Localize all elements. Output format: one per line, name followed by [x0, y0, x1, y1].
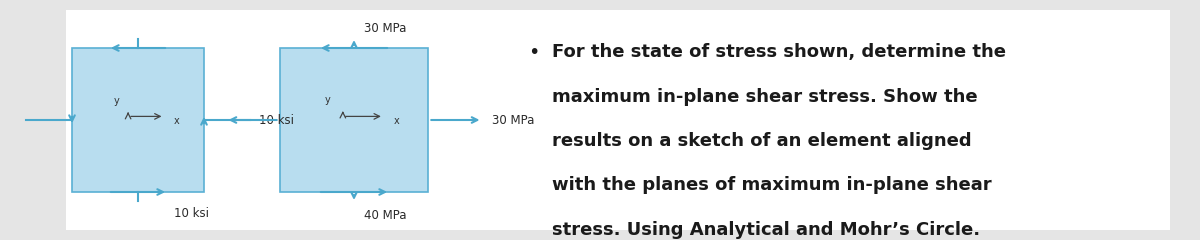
- Text: results on a sketch of an element aligned: results on a sketch of an element aligne…: [552, 132, 972, 150]
- Text: y: y: [113, 96, 119, 106]
- Text: 10 ksi: 10 ksi: [174, 207, 209, 220]
- Text: stress. Using Analytical and Mohr’s Circle.: stress. Using Analytical and Mohr’s Circ…: [552, 221, 980, 239]
- Text: x: x: [174, 116, 180, 126]
- Text: 30 MPa: 30 MPa: [364, 22, 406, 35]
- FancyBboxPatch shape: [66, 10, 1170, 230]
- Text: 40 MPa: 40 MPa: [364, 209, 406, 222]
- Text: 30 MPa: 30 MPa: [492, 114, 534, 126]
- Text: For the state of stress shown, determine the: For the state of stress shown, determine…: [552, 43, 1006, 61]
- Bar: [72, 48, 204, 192]
- Text: with the planes of maximum in-plane shear: with the planes of maximum in-plane shea…: [552, 176, 991, 194]
- Text: maximum in-plane shear stress. Show the: maximum in-plane shear stress. Show the: [552, 88, 978, 106]
- Text: 10 ksi: 10 ksi: [259, 114, 294, 126]
- Text: x: x: [394, 116, 400, 126]
- Text: •: •: [528, 43, 539, 62]
- Text: y: y: [325, 95, 331, 105]
- Bar: [280, 48, 428, 192]
